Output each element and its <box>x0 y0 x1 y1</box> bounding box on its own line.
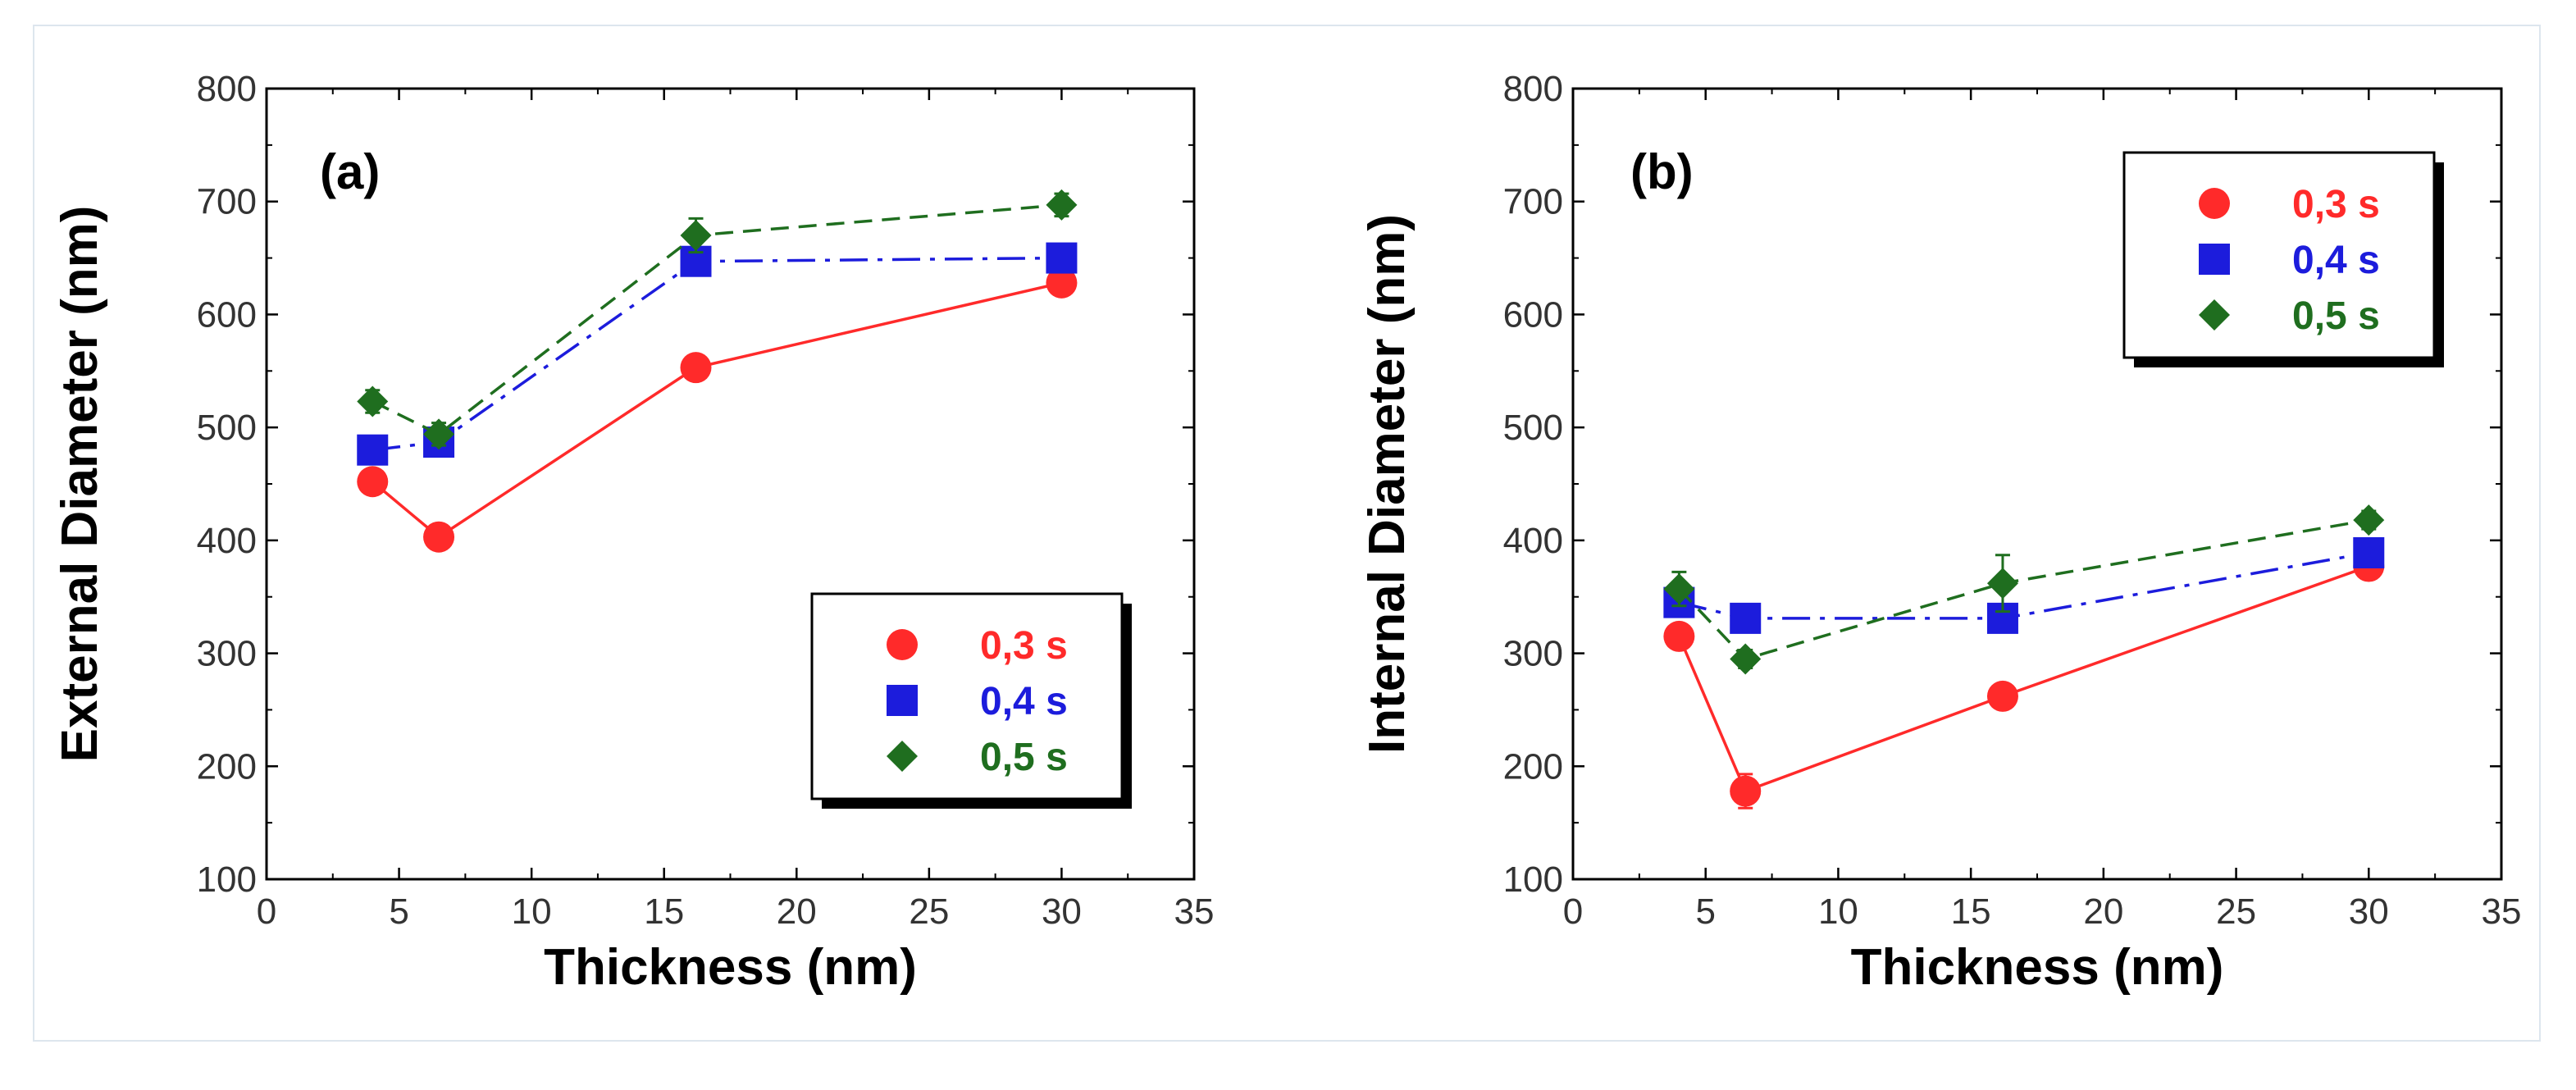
x-tick-label: 30 <box>1042 892 1082 932</box>
figure-frame <box>33 25 2541 1042</box>
y-tick-label: 800 <box>197 69 257 109</box>
legend-marker <box>887 685 918 716</box>
x-axis-label: Thickness (nm) <box>544 939 917 996</box>
x-tick-label: 10 <box>512 892 552 932</box>
x-tick-label: 25 <box>2216 892 2256 932</box>
y-tick-label: 600 <box>197 294 257 335</box>
y-tick-label: 200 <box>1503 746 1563 787</box>
legend-label: 0,4 s <box>980 680 1068 723</box>
y-tick-label: 500 <box>1503 408 1563 448</box>
series-line <box>372 281 1062 539</box>
series-line <box>1677 564 2369 793</box>
legend-label: 0,5 s <box>980 736 1068 779</box>
legend-label: 0,4 s <box>2292 239 2380 282</box>
data-point <box>1730 643 1762 675</box>
legend-label: 0,3 s <box>2292 183 2380 226</box>
data-point <box>680 220 712 252</box>
data-point <box>1046 242 1078 274</box>
legend-marker <box>2199 188 2230 219</box>
series-line <box>372 256 1062 452</box>
y-tick-label: 600 <box>1503 294 1563 335</box>
y-tick-label: 700 <box>197 182 257 222</box>
y-tick-label: 100 <box>1503 860 1563 900</box>
legend-label: 0,3 s <box>980 624 1068 668</box>
x-tick-label: 25 <box>909 892 949 932</box>
legend-label: 0,5 s <box>2292 294 2380 338</box>
y-axis-label: External Diameter (nm) <box>52 206 108 763</box>
x-tick-label: 10 <box>1818 892 1858 932</box>
data-point <box>357 466 389 498</box>
x-tick-label: 5 <box>389 892 408 932</box>
data-point <box>357 434 389 466</box>
data-point <box>1986 568 2018 600</box>
y-tick-label: 800 <box>1503 69 1563 109</box>
data-point <box>423 521 455 553</box>
y-tick-label: 700 <box>1503 182 1563 222</box>
data-point <box>423 418 455 450</box>
legend-marker <box>887 741 918 772</box>
data-point <box>357 385 389 417</box>
legend-box <box>2122 151 2436 359</box>
data-point <box>1046 189 1078 221</box>
y-tick-label: 100 <box>197 860 257 900</box>
series-line <box>1678 518 2369 661</box>
x-tick-label: 35 <box>2482 892 2522 932</box>
panel-label: (b) <box>1630 144 1694 199</box>
x-tick-label: 20 <box>777 892 817 932</box>
series-line <box>1678 551 2369 620</box>
x-tick-label: 35 <box>1174 892 1215 932</box>
y-tick-label: 200 <box>197 746 257 787</box>
x-tick-label: 20 <box>2083 892 2123 932</box>
y-tick-label: 500 <box>197 408 257 448</box>
x-tick-label: 15 <box>1951 892 1991 932</box>
y-tick-label: 300 <box>1503 634 1563 674</box>
chart-panel-a: 0 5 10 15 20 25 30 35 100 200 300 400 500 600 700 800 Th… <box>52 69 1214 996</box>
y-tick-label: 400 <box>1503 521 1563 561</box>
data-point <box>1730 602 1762 634</box>
x-tick-label: 5 <box>1695 892 1715 932</box>
x-tick-label: 0 <box>1563 892 1583 932</box>
legend-box <box>810 592 1124 800</box>
panel-label: (a) <box>320 144 380 199</box>
data-point <box>1986 680 2018 712</box>
x-axis-label: Thickness (nm) <box>1851 939 2224 996</box>
y-axis-label: Internal Diameter (nm) <box>1359 214 1416 754</box>
data-point <box>1046 267 1078 299</box>
series-line <box>372 203 1062 436</box>
x-tick-label: 30 <box>2349 892 2389 932</box>
legend-marker <box>887 629 918 660</box>
legend-marker <box>2199 244 2230 275</box>
data-point <box>1730 775 1762 807</box>
y-tick-label: 300 <box>197 634 257 674</box>
data-point <box>1663 620 1695 652</box>
legend-marker <box>2199 299 2230 331</box>
y-tick-label: 400 <box>197 521 257 561</box>
chart-panel-b: 0 5 10 15 20 25 30 35 100 200 300 400 500 600 700 800 Th… <box>1359 69 2521 996</box>
x-tick-label: 15 <box>644 892 684 932</box>
data-point <box>2353 537 2385 569</box>
x-tick-label: 0 <box>257 892 276 932</box>
data-point <box>680 352 712 384</box>
data-point <box>2353 504 2385 536</box>
data-point <box>1663 573 1695 605</box>
